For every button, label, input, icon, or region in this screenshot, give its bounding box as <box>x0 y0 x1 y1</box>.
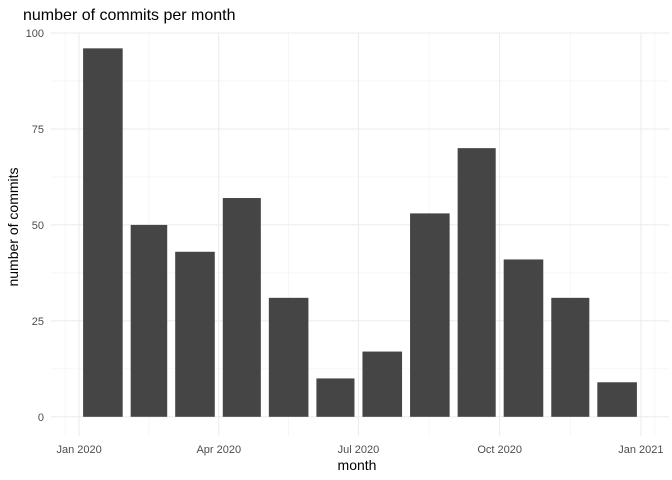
bar <box>130 224 168 417</box>
bar <box>597 382 637 417</box>
x-tick-label: Jan 2021 <box>618 444 663 456</box>
bar <box>551 297 590 417</box>
x-tick-label: Apr 2020 <box>196 444 241 456</box>
x-tick-label: Oct 2020 <box>477 444 522 456</box>
y-tick-label: 100 <box>26 28 44 40</box>
y-tick-label: 0 <box>38 412 44 424</box>
bars <box>83 48 637 417</box>
bar <box>222 198 261 417</box>
bar <box>83 48 123 417</box>
bar <box>410 213 450 417</box>
bar <box>316 378 355 417</box>
chart-title: number of commits per month <box>23 7 236 24</box>
x-axis-ticks: Jan 2020 Apr 2020 Jul 2020 Oct 2020 Jan 2021 <box>56 444 663 456</box>
y-axis-title: number of commits <box>5 167 21 286</box>
bar <box>362 351 403 417</box>
x-tick-label: Jul 2020 <box>338 444 380 456</box>
y-tick-label: 25 <box>32 316 44 328</box>
bar <box>503 259 544 417</box>
x-tick-label: Jan 2020 <box>56 444 101 456</box>
bar <box>457 148 496 417</box>
y-axis-ticks: 0 25 50 75 100 <box>26 28 44 424</box>
y-tick-label: 50 <box>32 220 44 232</box>
bar <box>268 297 309 417</box>
bar <box>175 251 215 417</box>
x-axis-title: month <box>338 457 377 473</box>
grid <box>51 32 669 436</box>
y-tick-label: 75 <box>32 124 44 136</box>
